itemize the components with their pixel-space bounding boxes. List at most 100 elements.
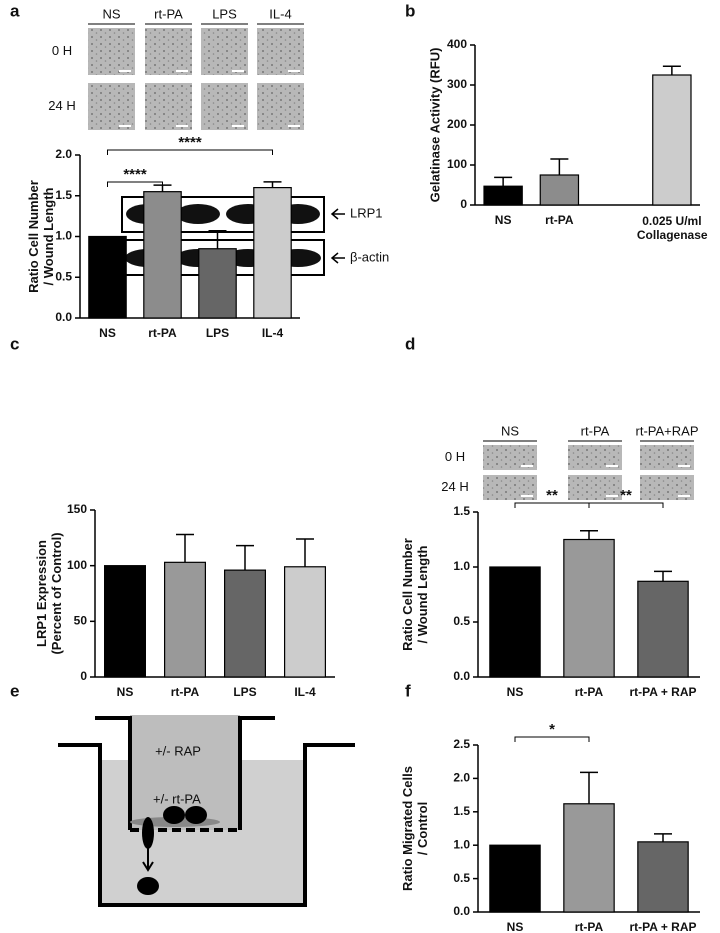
y-tick-label: 0.5 [453,871,470,885]
x-tick-label: rt-PA [148,326,177,340]
micrograph [88,28,135,75]
y-tick-label: 0 [80,669,87,683]
y-tick-label: 200 [447,117,467,131]
y-tick-label: 1.0 [55,229,72,243]
bar [143,191,182,319]
blot-label: β-actin [350,249,389,264]
significance-bracket [588,502,664,508]
bar [539,174,580,206]
bar [284,566,327,678]
diagram-label: +/- rt-PA [153,791,201,806]
y-tick-label: 1.0 [453,559,470,573]
x-tick-label-box: 0.025 U/ml Collagenase [636,214,708,242]
micrograph-column-label: NS [102,6,120,21]
x-tick-label: rt-PA [545,213,574,227]
bar [198,248,237,319]
diagram-label: +/- RAP [155,743,201,758]
bar [489,566,541,678]
x-tick-label: IL-4 [262,326,284,340]
micrograph-column-label: NS [501,423,519,438]
y-tick-label: 400 [447,37,467,51]
micrograph-column-label: rt-PA+RAP [636,423,699,438]
bar [103,565,146,678]
y-tick-label: 300 [447,77,467,91]
micrograph [257,83,304,130]
bar [637,841,689,913]
micrograph-column-label: rt-PA [581,423,610,438]
y-axis-label: LRP1 Expression [34,540,49,647]
panel-label: c [10,334,19,353]
micrograph-column-label: IL-4 [269,6,291,21]
bar [563,538,615,678]
bar [164,561,207,678]
x-tick-label: rt-PA + RAP [629,920,696,933]
y-axis-label: Ratio Migrated Cells [400,766,415,891]
micrograph [257,28,304,75]
y-tick-label: 0.0 [453,904,470,918]
panel-label: d [405,334,415,353]
micrograph-row-label: 0 H [52,43,72,58]
micrograph-row-label: 0 H [445,449,465,464]
x-tick-label: LPS [206,326,229,340]
micrograph [88,83,135,130]
x-tick-label: NS [495,213,512,227]
y-tick-label: 0.0 [453,669,470,683]
micrograph [145,28,192,75]
significance-label: **** [178,134,202,151]
y-axis-label: / Control [415,802,430,855]
y-tick-label: 1.5 [55,188,72,202]
x-tick-label: NS [99,326,116,340]
y-tick-label: 2.5 [453,737,470,751]
bar [483,185,523,206]
significance-bracket [107,181,163,187]
x-tick-label: LPS [233,685,256,699]
transwell-diagram: +/- RAP +/- rt-PA [58,715,355,907]
micrograph [145,83,192,130]
panel-label: f [405,681,411,700]
x-tick-label: rt-PA [575,920,604,933]
y-axis-label: / Wound Length [41,187,56,285]
x-tick-label: NS [117,685,134,699]
y-tick-label: 0.5 [453,614,470,628]
bar [563,803,615,913]
significance-bracket [107,149,273,155]
y-axis-label: Ratio Cell Number [400,538,415,651]
y-tick-label: 2.0 [55,147,72,161]
micrograph-row-label: 24 H [441,479,468,494]
micrograph-column-label: LPS [212,6,237,21]
micrograph [201,28,248,75]
y-axis-label: / Wound Length [415,545,430,643]
y-axis-label: Ratio Cell Number [26,180,41,293]
y-tick-label: 0 [460,197,467,211]
panel-label: b [405,1,415,20]
y-tick-label: 0.0 [55,310,72,324]
y-tick-label: 100 [447,157,467,171]
significance-label: ** [546,487,558,504]
y-tick-label: 50 [74,614,88,628]
bar [637,580,689,678]
significance-label: **** [123,166,147,183]
x-tick-label: rt-PA + RAP [629,685,696,699]
x-tick-label: NS [507,920,524,933]
bar [489,844,541,913]
y-axis-label: (Percent of Control) [49,532,64,654]
y-tick-label: 1.5 [453,504,470,518]
micrograph-column-label: rt-PA [154,6,183,21]
x-tick-label: IL-4 [294,685,316,699]
panel-label: a [10,1,20,20]
panel-label: e [10,681,19,700]
x-tick-label: NS [507,685,524,699]
y-tick-label: 1.0 [453,837,470,851]
significance-label: * [549,721,555,738]
y-tick-label: 0.5 [55,269,72,283]
x-tick-label: 0.025 U/ml Collagenase [636,214,708,242]
bar [652,74,692,206]
y-axis-label: Gelatinase Activity (RFU) [427,48,442,203]
bar [88,235,127,319]
micrograph-row-label: 24 H [48,98,75,113]
significance-bracket [514,736,590,742]
y-tick-label: 150 [67,502,87,516]
bar [253,187,292,319]
y-tick-label: 100 [67,558,87,572]
